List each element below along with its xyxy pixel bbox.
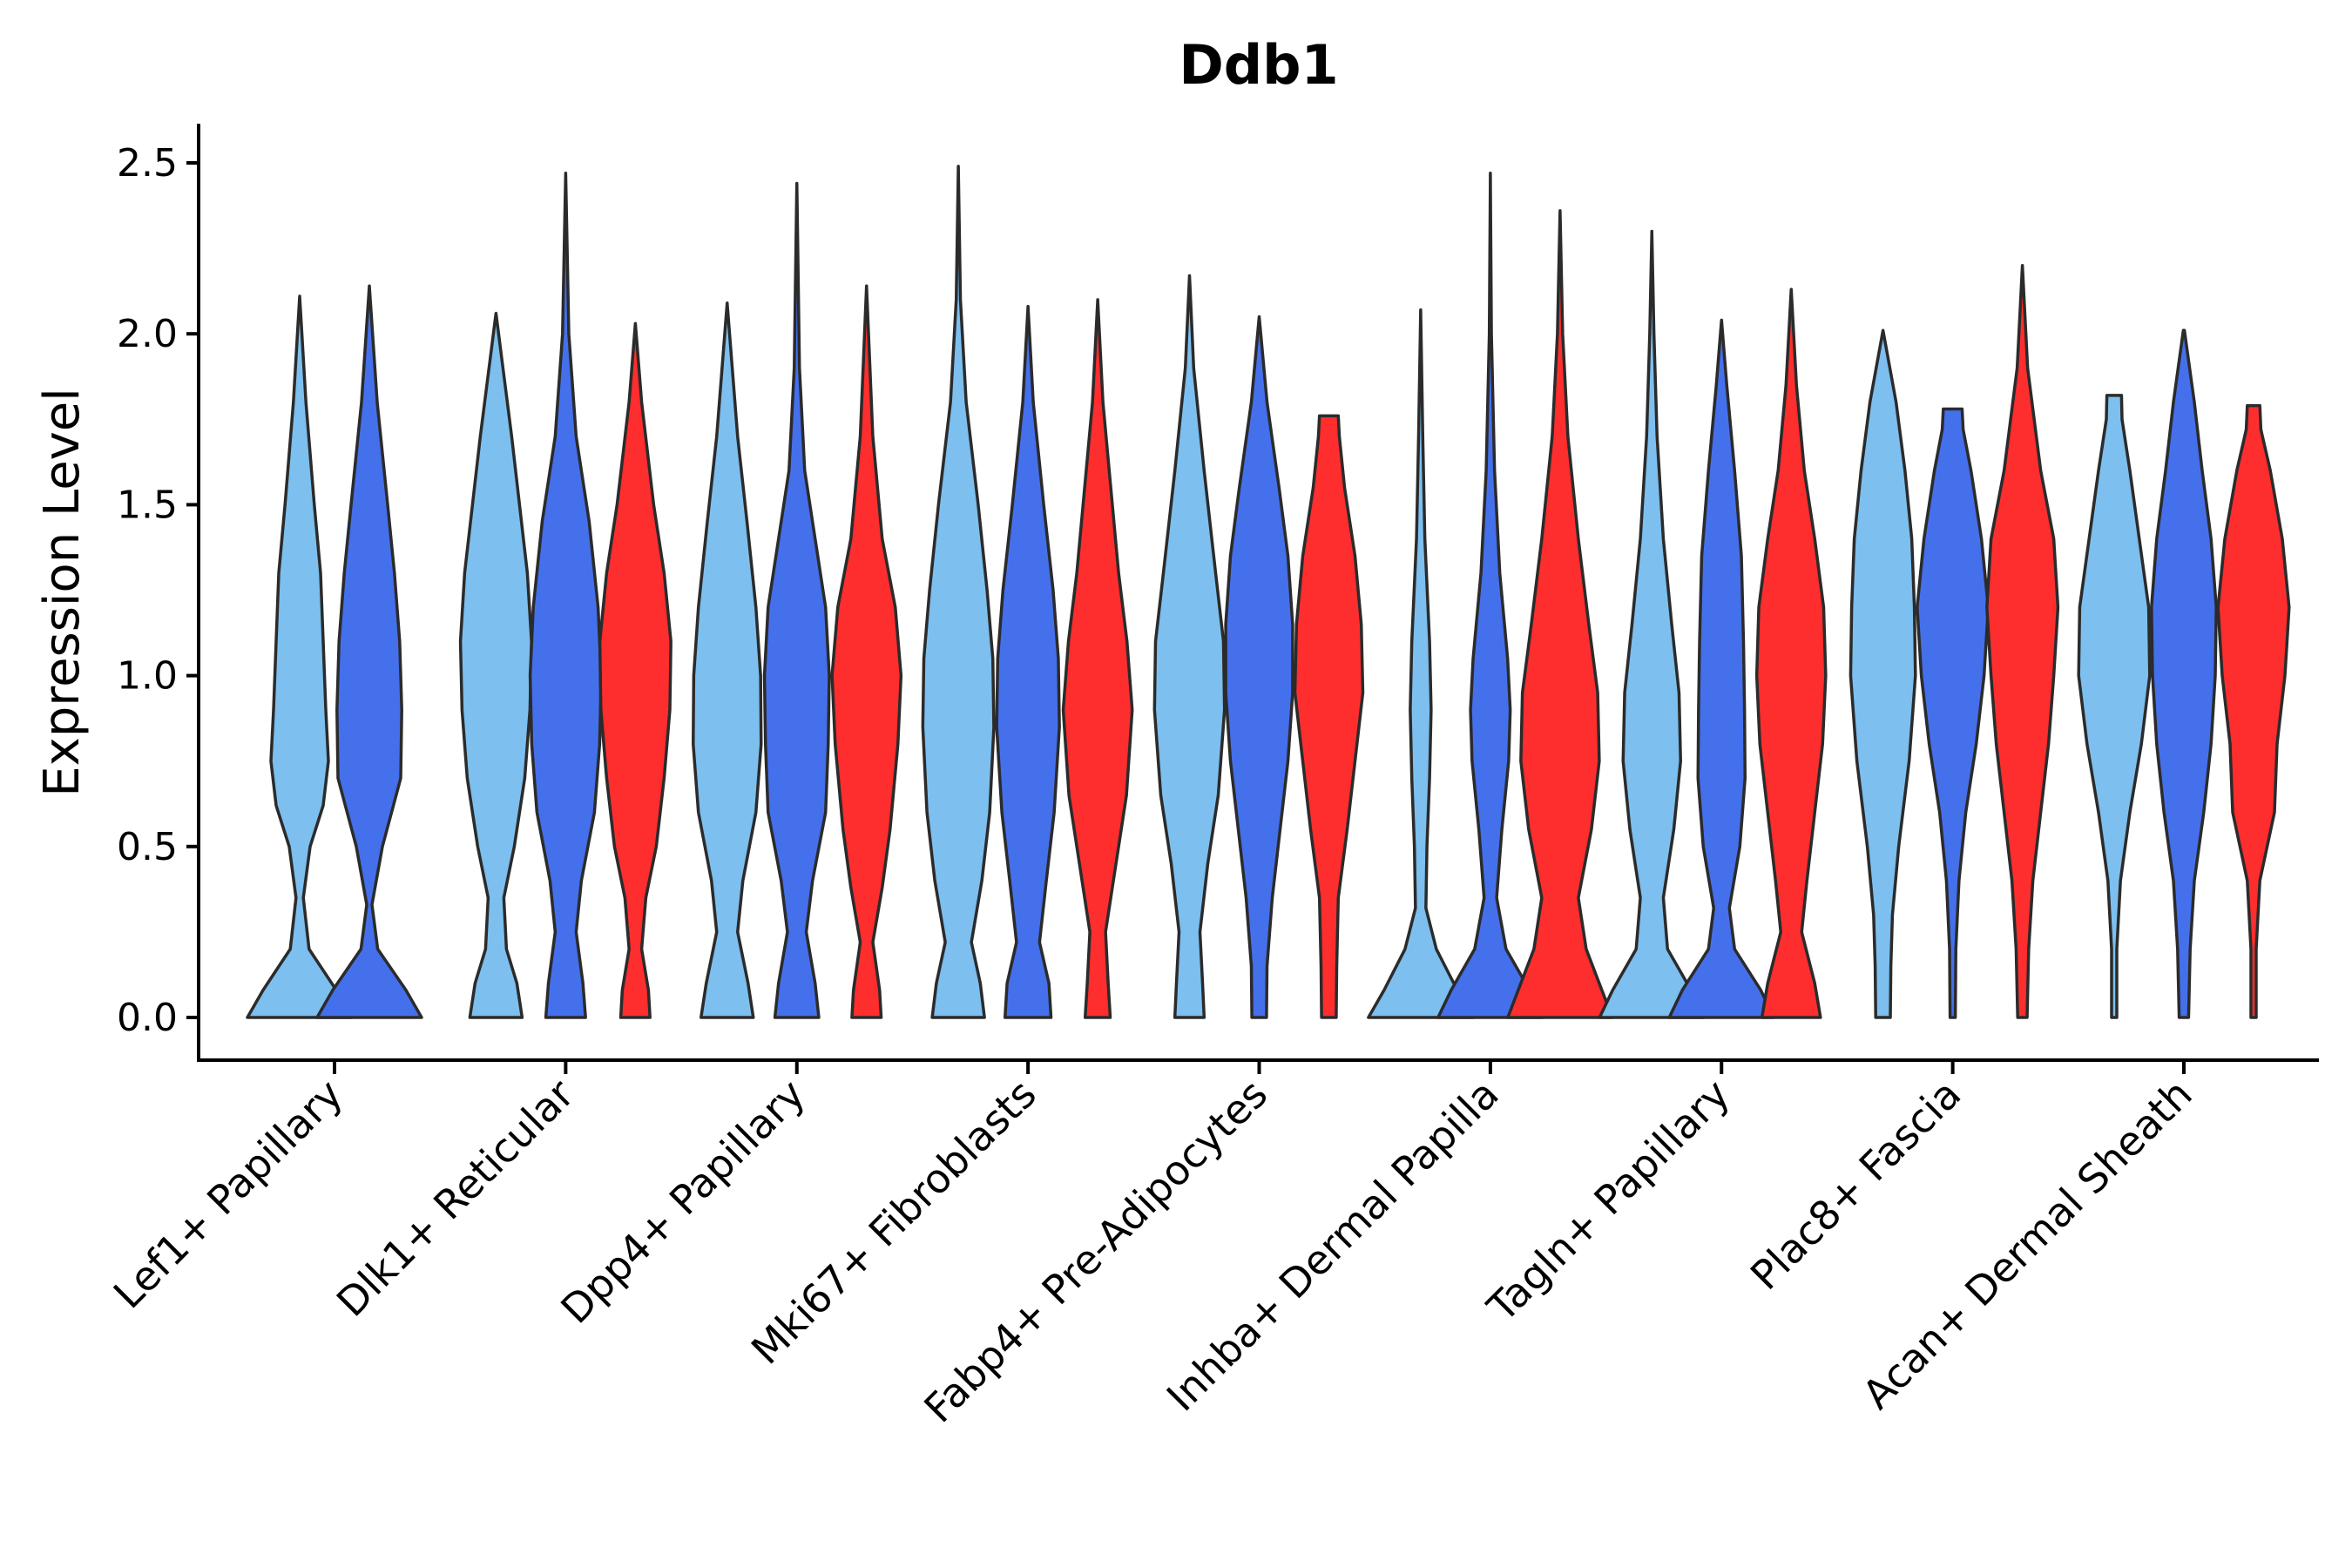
violin-dpp4-papillary-light-blue	[692, 301, 763, 1019]
violin-dpp4-papillary-blue	[762, 181, 831, 1019]
y-tick-label: 2.5	[117, 141, 178, 186]
y-tick-label: 0.5	[117, 825, 178, 869]
y-tick-label: 1.0	[117, 654, 178, 699]
category-label-tagln-papillary: Tagln+ Papillary	[1477, 1071, 1739, 1332]
violins-layer	[246, 165, 2291, 1019]
violin-fabp4-pre-adipocytes-red	[1293, 414, 1365, 1019]
violin-tagln-papillary-light-blue	[1598, 229, 1706, 1019]
violin-fabp4-pre-adipocytes-blue	[1224, 314, 1294, 1019]
violin-mki67-fibroblasts-blue	[995, 305, 1061, 1019]
violin-lef1-papillary-light-blue	[246, 294, 354, 1019]
violin-inhba-dermal-papilla-blue	[1436, 172, 1544, 1019]
violin-fabp4-pre-adipocytes-light-blue	[1152, 274, 1227, 1019]
violin-dpp4-papillary-red	[830, 284, 903, 1019]
category-label-dlk1-reticular: Dlk1+ Reticular	[328, 1071, 583, 1326]
category-label-dpp4-papillary: Dpp4+ Papillary	[551, 1071, 814, 1333]
violin-acan-dermal-sheath-red	[2216, 403, 2291, 1019]
violin-inhba-dermal-papilla-red	[1506, 209, 1614, 1019]
violin-mki67-fibroblasts-red	[1061, 298, 1134, 1019]
y-tick-label: 1.5	[117, 483, 178, 527]
violin-lef1-papillary-blue	[315, 284, 423, 1019]
violin-dlk1-reticular-blue	[528, 172, 603, 1019]
violin-plac8-fascia-red	[1985, 263, 2060, 1019]
violin-inhba-dermal-papilla-light-blue	[1367, 308, 1475, 1019]
category-label-plac8-fascia: Plac8+ Fascia	[1741, 1071, 1970, 1299]
chart-title: Ddb1	[1179, 33, 1338, 97]
y-tick-label: 0.0	[117, 996, 178, 1040]
violin-plac8-fascia-light-blue	[1848, 328, 1917, 1019]
y-axis-ticks: 0.0 0.5 1.0 1.5 2.0 2.5	[117, 141, 199, 1040]
violin-dlk1-reticular-light-blue	[458, 311, 533, 1019]
violin-plac8-fascia-blue	[1916, 407, 1990, 1019]
y-tick-label: 2.0	[117, 312, 178, 356]
violin-mki67-fibroblasts-light-blue	[921, 165, 996, 1019]
violin-acan-dermal-sheath-light-blue	[2077, 394, 2152, 1019]
violin-acan-dermal-sheath-blue	[2150, 328, 2218, 1019]
violin-tagln-papillary-red	[1754, 287, 1828, 1019]
category-label-lef1-papillary: Lef1+ Papillary	[105, 1071, 352, 1318]
violin-dlk1-reticular-red	[598, 321, 672, 1019]
y-axis-label: Expression Level	[34, 388, 91, 797]
violin-tagln-papillary-blue	[1667, 318, 1775, 1019]
